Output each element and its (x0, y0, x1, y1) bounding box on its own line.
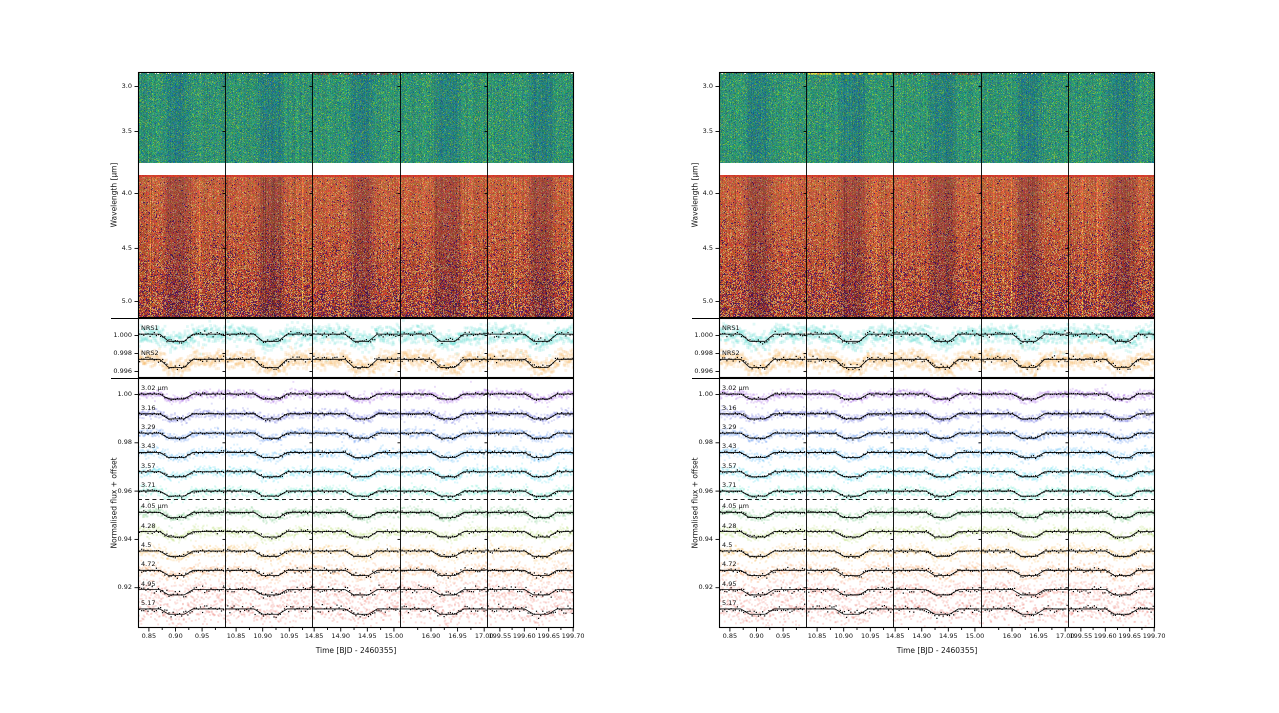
flux-axis-label: Normalised flux + offset (109, 457, 119, 549)
time-axis-label: Time [BJD - 2460355] (896, 646, 978, 655)
flux-axis-label: Normalised flux + offset (690, 457, 700, 549)
wavelength-axis-label: Wavelength [μm] (690, 162, 700, 228)
time-axis-label: Time [BJD - 2460355] (315, 646, 397, 655)
wavelength-axis-label: Wavelength [μm] (109, 162, 119, 228)
